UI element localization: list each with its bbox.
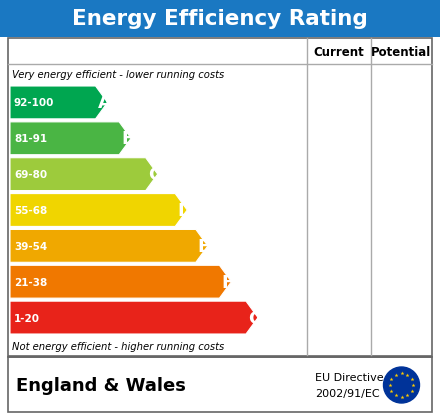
- Text: 39-54: 39-54: [14, 241, 47, 251]
- Text: 21-38: 21-38: [14, 277, 47, 287]
- Text: E: E: [198, 237, 210, 255]
- Text: EU Directive: EU Directive: [315, 372, 384, 382]
- Text: England & Wales: England & Wales: [16, 376, 186, 394]
- Text: Current: Current: [314, 45, 364, 58]
- Text: B: B: [121, 130, 135, 148]
- Text: G: G: [248, 309, 263, 327]
- Text: Very energy efficient - lower running costs: Very energy efficient - lower running co…: [12, 70, 224, 80]
- Polygon shape: [10, 87, 107, 120]
- Polygon shape: [10, 266, 231, 299]
- Text: 2002/91/EC: 2002/91/EC: [315, 388, 380, 398]
- Bar: [0, 0, 440, 38]
- Bar: [8, 39, 432, 356]
- Text: Energy Efficiency Rating: Energy Efficiency Rating: [72, 9, 368, 29]
- Text: 69-80: 69-80: [14, 170, 47, 180]
- Text: 81-91: 81-91: [14, 134, 47, 144]
- Polygon shape: [10, 194, 187, 227]
- Text: 1-20: 1-20: [14, 313, 40, 323]
- Text: D: D: [177, 202, 192, 219]
- Text: 92-100: 92-100: [14, 98, 55, 108]
- Text: 55-68: 55-68: [14, 206, 47, 216]
- Polygon shape: [10, 301, 258, 334]
- Text: Not energy efficient - higher running costs: Not energy efficient - higher running co…: [12, 341, 224, 351]
- Text: C: C: [148, 166, 161, 184]
- Polygon shape: [10, 230, 208, 263]
- Polygon shape: [10, 158, 158, 191]
- Bar: [8, 357, 432, 412]
- Text: Potential: Potential: [371, 45, 432, 58]
- Text: A: A: [98, 94, 111, 112]
- Text: F: F: [221, 273, 234, 291]
- Circle shape: [384, 367, 419, 403]
- Polygon shape: [10, 123, 131, 155]
